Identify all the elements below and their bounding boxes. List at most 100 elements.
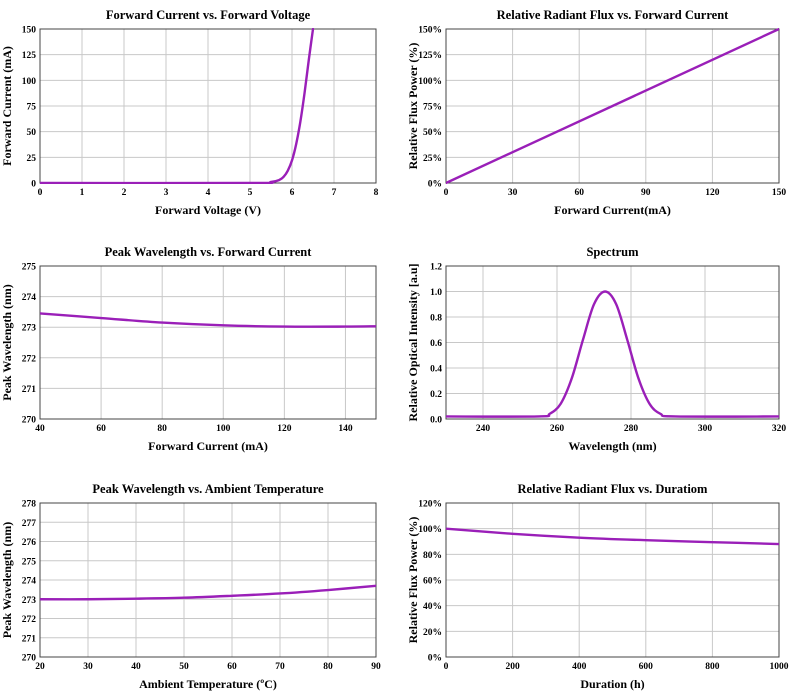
x-tick-label: 260 xyxy=(550,424,565,434)
x-tick-label: 120 xyxy=(705,188,720,198)
x-tick-label: 90 xyxy=(641,188,651,198)
x-tick-label: 6 xyxy=(290,188,295,198)
x-tick-label: 2 xyxy=(122,188,127,198)
plot-frame xyxy=(445,28,780,184)
x-tick-label: 90 xyxy=(371,662,381,672)
y-tick-label: 25 xyxy=(27,154,37,164)
y-tick-label: 50 xyxy=(27,128,37,138)
y-tick-label: 75 xyxy=(27,103,37,113)
x-tick-label: 0 xyxy=(444,188,449,198)
y-tick-label: 270 xyxy=(22,416,37,426)
y-tick-label: 0.6 xyxy=(430,339,442,349)
series-line xyxy=(446,28,779,184)
y-tick-label: 276 xyxy=(22,538,37,548)
y-tick-label: 100% xyxy=(418,525,442,535)
x-tick-label: 60 xyxy=(96,424,106,434)
y-axis-label: Relative Flux Power (%) xyxy=(406,43,420,170)
x-tick-label: 140 xyxy=(338,424,353,434)
y-tick-label: 0% xyxy=(428,654,442,664)
x-tick-label: 400 xyxy=(572,662,587,672)
chart-2: 0 30 60 90 120 150 0% 25% 50% 75% 100% 125% 150% Rela… xyxy=(406,8,786,217)
y-tick-label: 60% xyxy=(423,577,442,587)
x-axis-label: Ambient Temperature (ºC) xyxy=(139,677,277,691)
series-line xyxy=(446,290,779,418)
x-tick-label: 0 xyxy=(444,662,449,672)
y-tick-label: 271 xyxy=(22,634,37,644)
y-tick-label: 273 xyxy=(22,596,37,606)
y-tick-label: 0.2 xyxy=(430,390,442,400)
x-axis-label: Forward Voltage (V) xyxy=(155,203,261,217)
y-axis-label: Peak Wavelength (nm) xyxy=(0,284,14,400)
plot-frame xyxy=(39,502,377,658)
plot-frame xyxy=(39,265,377,420)
y-tick-label: 125% xyxy=(418,51,442,61)
x-tick-label: 80 xyxy=(323,662,333,672)
y-tick-label: 100% xyxy=(418,77,442,87)
y-tick-label: 0% xyxy=(428,180,442,190)
plot-frame xyxy=(445,265,780,420)
y-axis-label: Forward Current (mA) xyxy=(0,46,14,166)
series-line xyxy=(446,527,779,546)
chart-title: Peak Wavelength vs. Forward Current xyxy=(105,245,313,259)
x-tick-label: 200 xyxy=(505,662,520,672)
x-tick-label: 320 xyxy=(772,424,787,434)
x-tick-label: 240 xyxy=(476,424,491,434)
x-tick-label: 80 xyxy=(157,424,167,434)
y-tick-label: 120% xyxy=(418,500,442,510)
x-tick-label: 50 xyxy=(179,662,189,672)
y-tick-label: 1.2 xyxy=(430,263,442,273)
chart-title: Relative Radiant Flux vs. Duratiom xyxy=(518,482,709,496)
y-tick-label: 0.8 xyxy=(430,314,442,324)
y-tick-label: 40% xyxy=(423,602,442,612)
y-axis-label: Relative Flux Power (%) xyxy=(406,517,420,644)
x-tick-label: 150 xyxy=(772,188,787,198)
x-axis-label: Wavelength (nm) xyxy=(568,439,656,453)
series-line xyxy=(40,312,376,328)
x-tick-label: 7 xyxy=(332,188,337,198)
chart-3: 40 60 80 100 120 140 270 271 272 273 274 275 Peak Wa… xyxy=(0,245,377,453)
x-tick-label: 70 xyxy=(275,662,285,672)
y-tick-label: 150% xyxy=(418,26,442,36)
series-line xyxy=(40,584,376,601)
chart-4: 240 260 280 300 320 0.0 0.2 0.4 0.6 0.8 1.0 1.2 Spec… xyxy=(406,245,786,453)
y-tick-label: 1.0 xyxy=(430,288,442,298)
x-tick-label: 30 xyxy=(508,188,518,198)
x-tick-label: 8 xyxy=(374,188,379,198)
x-tick-label: 60 xyxy=(574,188,584,198)
y-tick-label: 275 xyxy=(22,557,37,567)
x-axis-label: Duration (h) xyxy=(580,677,644,691)
y-tick-label: 0.4 xyxy=(430,365,442,375)
y-tick-label: 274 xyxy=(22,293,37,303)
y-axis-label: Relative Optical Intensity [a.u] xyxy=(406,264,420,422)
y-tick-label: 272 xyxy=(22,354,37,364)
x-tick-label: 280 xyxy=(624,424,639,434)
series-line xyxy=(40,28,315,184)
x-tick-label: 40 xyxy=(131,662,141,672)
x-tick-label: 30 xyxy=(83,662,93,672)
chart-title: Peak Wavelength vs. Ambient Temperature xyxy=(92,482,324,496)
y-tick-label: 100 xyxy=(22,77,37,87)
y-tick-label: 271 xyxy=(22,385,37,395)
x-tick-label: 5 xyxy=(248,188,253,198)
y-tick-label: 0 xyxy=(31,180,36,190)
y-tick-label: 125 xyxy=(22,51,37,61)
y-tick-label: 75% xyxy=(423,103,442,113)
y-tick-label: 277 xyxy=(22,519,37,529)
plot-frame xyxy=(445,502,780,658)
x-tick-label: 0 xyxy=(38,188,43,198)
x-tick-label: 800 xyxy=(705,662,720,672)
x-axis-label: Forward Current (mA) xyxy=(148,439,268,453)
chart-title: Forward Current vs. Forward Voltage xyxy=(106,8,311,22)
y-tick-label: 25% xyxy=(423,154,442,164)
x-tick-label: 600 xyxy=(639,662,654,672)
x-tick-label: 1000 xyxy=(770,662,789,672)
chart-title: Spectrum xyxy=(586,245,639,259)
y-tick-label: 273 xyxy=(22,324,37,334)
y-tick-label: 0.0 xyxy=(430,416,442,426)
y-tick-label: 272 xyxy=(22,615,37,625)
y-tick-label: 150 xyxy=(22,26,37,36)
y-tick-label: 20% xyxy=(423,628,442,638)
y-tick-label: 275 xyxy=(22,263,37,273)
x-axis-label: Forward Current(mA) xyxy=(554,203,671,217)
